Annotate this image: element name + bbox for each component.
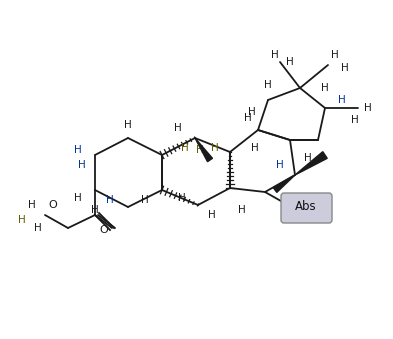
Text: H: H	[124, 120, 132, 130]
Text: H: H	[18, 215, 26, 225]
Text: H: H	[248, 107, 256, 117]
Text: H: H	[208, 210, 216, 220]
Text: H: H	[276, 160, 284, 170]
Text: H: H	[271, 50, 279, 60]
Text: H: H	[211, 143, 219, 153]
Text: H: H	[106, 195, 114, 205]
Text: H: H	[78, 160, 86, 170]
Text: H: H	[196, 145, 204, 155]
Text: Abs: Abs	[295, 200, 317, 214]
Text: H: H	[331, 50, 339, 60]
Text: H: H	[321, 83, 329, 93]
Text: H: H	[264, 80, 272, 90]
Text: H: H	[341, 63, 349, 73]
Polygon shape	[295, 152, 327, 175]
Text: H: H	[364, 103, 372, 113]
Polygon shape	[195, 138, 213, 162]
Text: O: O	[49, 200, 57, 210]
Text: H: H	[238, 205, 246, 215]
Text: H: H	[74, 145, 82, 155]
Text: H: H	[304, 153, 312, 163]
Text: H: H	[34, 223, 42, 233]
Text: H: H	[286, 57, 294, 67]
Text: H: H	[181, 143, 189, 153]
FancyBboxPatch shape	[281, 193, 332, 223]
Text: H: H	[244, 113, 252, 123]
Text: H: H	[351, 115, 359, 125]
Polygon shape	[273, 175, 295, 193]
Text: H: H	[338, 95, 346, 105]
Text: H: H	[174, 123, 182, 133]
Text: O: O	[99, 225, 108, 235]
Text: H: H	[91, 205, 99, 215]
Text: H: H	[178, 193, 186, 203]
Text: H: H	[28, 200, 36, 210]
Text: H: H	[141, 195, 149, 205]
Text: H: H	[74, 193, 82, 203]
Text: H: H	[251, 143, 259, 153]
